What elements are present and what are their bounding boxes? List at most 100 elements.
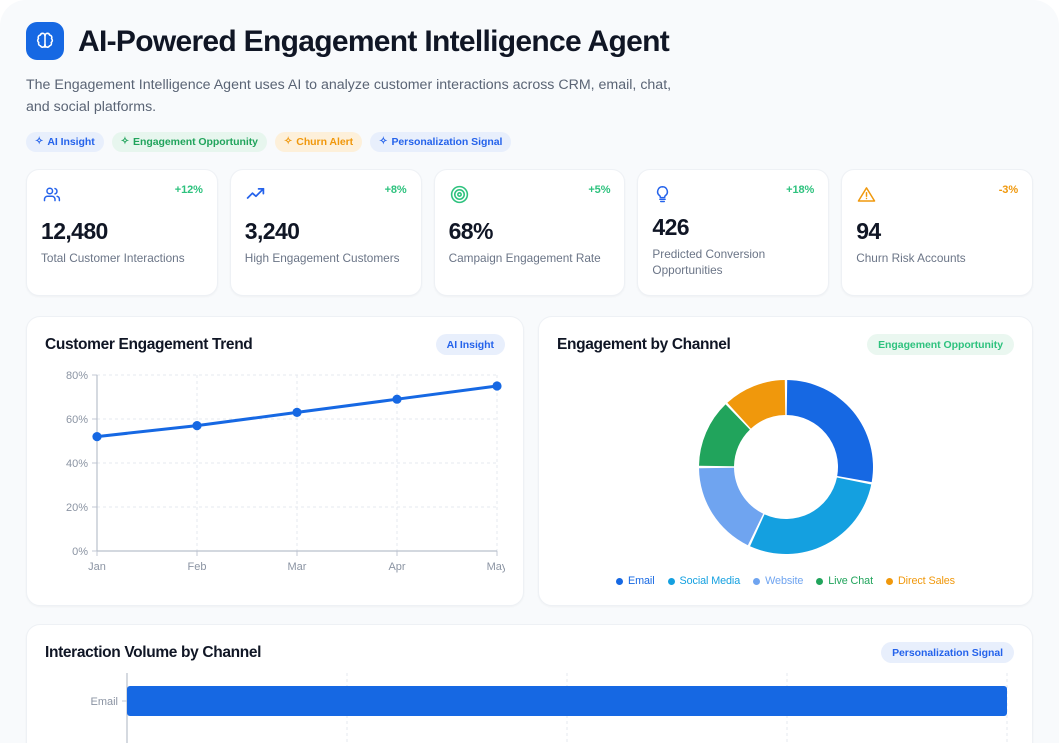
chart-panel-row: Customer Engagement Trend AI Insight 0% 2… xyxy=(26,316,1033,606)
legend-item[interactable]: Direct Sales xyxy=(885,575,955,587)
legend-color-dot xyxy=(753,577,761,585)
x-tick-label: May xyxy=(487,561,505,573)
legend-color-dot xyxy=(816,577,824,585)
kpi-delta: +12% xyxy=(174,184,203,196)
kpi-delta: +8% xyxy=(384,184,407,196)
legend-color-dot xyxy=(616,577,624,585)
kpi-value: 12,480 xyxy=(41,218,108,244)
kpi-delta: +18% xyxy=(786,184,815,196)
tag-list: ✧ AI Insight ✧ Engagement Opportunity ✧ … xyxy=(26,132,1033,152)
kpi-card-campaign-engagement-rate[interactable]: +5% 68% Campaign Engagement Rate xyxy=(433,169,626,296)
y-tick-label: 40% xyxy=(66,458,88,470)
y-tick-label: 0% xyxy=(72,546,88,558)
kpi-label: Predicted Conversion Opportunities xyxy=(652,247,766,278)
kpi-card-total-customer-interactions[interactable]: +12% 12,480 Total Customer Interactions xyxy=(26,169,218,296)
sparkle-icon: ✧ xyxy=(379,136,388,147)
legend-label: Live Chat xyxy=(828,575,873,587)
panel-badge-ai-insight[interactable]: AI Insight xyxy=(435,334,505,355)
donut-chart-wrap xyxy=(557,361,1014,573)
kpi-delta: -3% xyxy=(998,184,1018,196)
line-data-point[interactable] xyxy=(392,394,402,404)
line-data-point[interactable] xyxy=(92,432,102,442)
panel-header: Customer Engagement Trend AI Insight xyxy=(45,334,505,355)
brain-icon xyxy=(26,22,64,60)
tag-label: Personalization Signal xyxy=(391,136,503,148)
panel-header: Engagement by Channel Engagement Opportu… xyxy=(557,334,1014,355)
panel-badge-personalization-signal[interactable]: Personalization Signal xyxy=(881,642,1014,663)
tag-label: AI Insight xyxy=(47,136,95,148)
kpi-card-top: -3% xyxy=(856,184,1018,210)
kpi-label: Total Customer Interactions xyxy=(41,251,185,265)
panel-header: Interaction Volume by Channel Personaliz… xyxy=(45,642,1014,663)
kpi-value: 3,240 xyxy=(244,218,300,244)
panel-engagement-by-channel: Engagement by Channel Engagement Opportu… xyxy=(538,316,1033,606)
page-title: AI-Powered Engagement Intelligence Agent xyxy=(78,24,670,58)
y-tick-label: 80% xyxy=(66,370,88,382)
tag-churn-alert[interactable]: ✧ Churn Alert xyxy=(274,132,363,152)
panel-title: Customer Engagement Trend xyxy=(45,335,253,353)
panel-badge-engagement-opportunity[interactable]: Engagement Opportunity xyxy=(867,334,1014,355)
horizontal-bar-chart: Email xyxy=(90,673,1008,743)
legend-label: Social Media xyxy=(679,575,741,587)
kpi-card-top: +5% xyxy=(449,184,610,210)
bar-email[interactable] xyxy=(127,686,1007,716)
kpi-value: 68% xyxy=(448,218,494,244)
legend-label: Website xyxy=(765,575,804,587)
trend-up-icon xyxy=(245,184,266,205)
page-description: The Engagement Intelligence Agent uses A… xyxy=(26,77,672,115)
sparkle-icon: ✧ xyxy=(283,136,293,147)
kpi-label: Churn Risk Accounts xyxy=(856,251,966,265)
legend-label: Direct Sales xyxy=(897,575,955,587)
kpi-card-predicted-conversion-opportunities[interactable]: +18% 426 Predicted Conversion Opportunit… xyxy=(637,169,830,296)
kpi-card-churn-risk-accounts[interactable]: -3% 94 Churn Risk Accounts xyxy=(841,169,1033,296)
kpi-value: 94 xyxy=(856,218,881,244)
kpi-card-top: +12% xyxy=(41,184,203,210)
warning-icon xyxy=(856,184,877,205)
legend-label: Email xyxy=(628,575,655,587)
bar-category-label: Email xyxy=(90,696,118,708)
sparkle-icon: ✧ xyxy=(35,136,44,147)
users-icon xyxy=(41,184,62,205)
tag-ai-insight[interactable]: ✧ AI Insight xyxy=(26,132,104,152)
kpi-card-list: +12% 12,480 Total Customer Interactions … xyxy=(26,169,1033,296)
tag-personalization-signal[interactable]: ✧ Personalization Signal xyxy=(370,132,512,152)
donut-slice-social-media[interactable] xyxy=(749,477,871,554)
panel-customer-engagement-trend: Customer Engagement Trend AI Insight 0% 2… xyxy=(26,316,524,606)
tag-label: Engagement Opportunity xyxy=(133,136,258,148)
kpi-card-top: +8% xyxy=(245,184,407,210)
bulb-icon xyxy=(652,184,673,205)
donut-slice-email[interactable] xyxy=(786,380,873,483)
legend-color-dot xyxy=(885,577,893,585)
kpi-value: 426 xyxy=(652,214,689,241)
target-icon xyxy=(449,184,470,205)
line-data-point[interactable] xyxy=(192,421,202,431)
page-header: AI-Powered Engagement Intelligence Agent xyxy=(26,22,1033,60)
legend-item[interactable]: Website xyxy=(753,575,803,587)
tag-label: Churn Alert xyxy=(296,136,354,148)
donut-chart xyxy=(698,380,873,554)
kpi-card-top: +18% xyxy=(652,184,814,206)
x-tick-label: Mar xyxy=(288,561,307,573)
tag-engagement-opportunity[interactable]: ✧ Engagement Opportunity xyxy=(111,132,267,152)
legend-color-dot xyxy=(667,577,675,585)
y-tick-label: 20% xyxy=(66,502,88,514)
sparkle-icon: ✧ xyxy=(120,136,130,147)
panel-interaction-volume-by-channel: Interaction Volume by Channel Personaliz… xyxy=(26,624,1033,743)
y-tick-label: 60% xyxy=(66,414,88,426)
donut-legend: Email Social Media Website Live Chat Direct … xyxy=(557,575,1014,587)
donut-slice-website[interactable] xyxy=(698,467,763,546)
legend-item[interactable]: Social Media xyxy=(667,575,741,587)
line-data-point[interactable] xyxy=(292,407,302,417)
line-data-point[interactable] xyxy=(492,381,502,391)
kpi-label: High Engagement Customers xyxy=(244,251,400,265)
donut-slice-live-chat[interactable] xyxy=(698,404,750,467)
donut-slice-direct-sales[interactable] xyxy=(726,380,785,429)
kpi-card-high-engagement-customers[interactable]: +8% 3,240 High Engagement Customers xyxy=(229,169,422,296)
panel-title: Engagement by Channel xyxy=(557,335,731,353)
legend-item[interactable]: Live Chat xyxy=(816,575,873,587)
x-tick-label: Apr xyxy=(388,561,405,573)
panel-title: Interaction Volume by Channel xyxy=(45,643,262,661)
line-chart: 0% 20% 40% 60% 80% Jan Feb Mar Apr May xyxy=(66,370,505,573)
legend-item[interactable]: Email xyxy=(616,575,655,587)
